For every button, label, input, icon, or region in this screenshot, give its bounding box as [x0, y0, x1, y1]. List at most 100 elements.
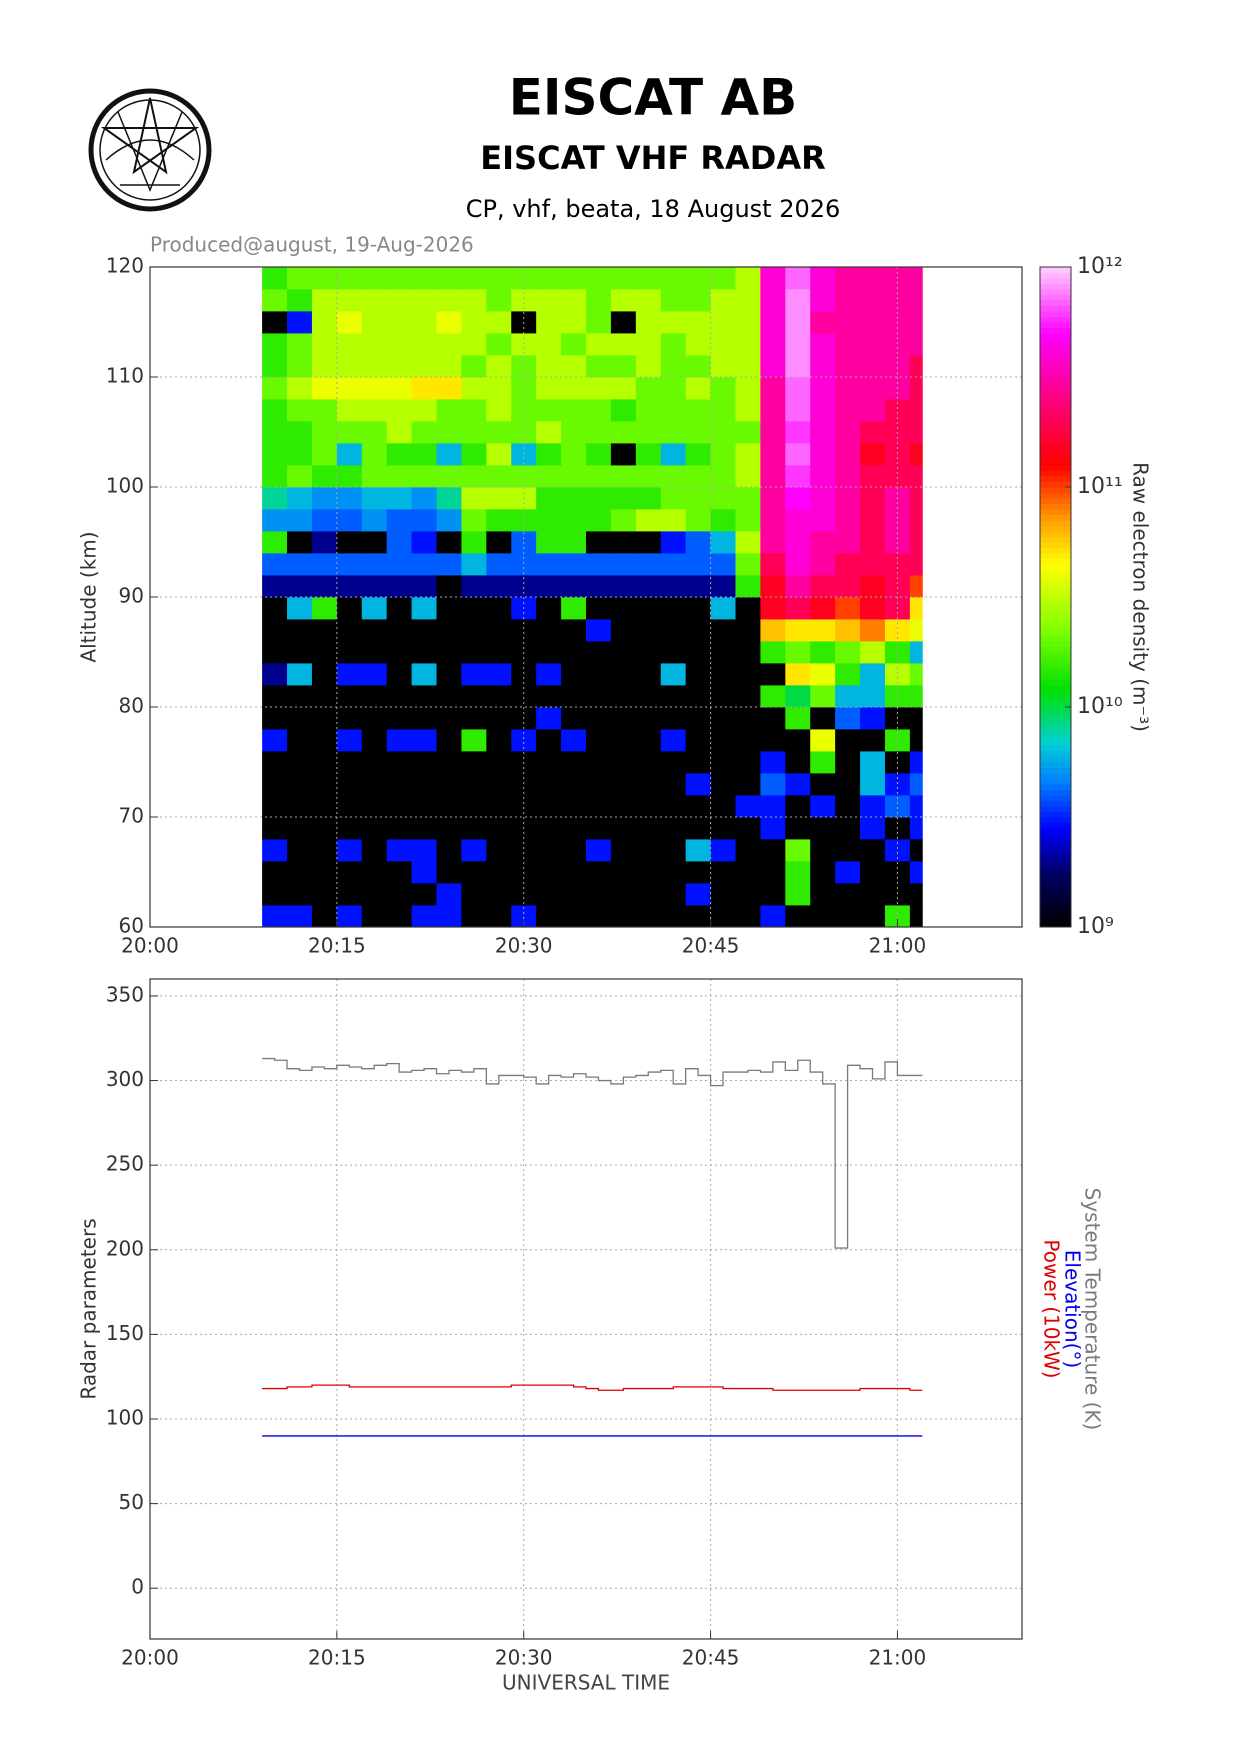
- heat-cell: [287, 421, 313, 444]
- heat-cell: [336, 553, 363, 576]
- heat-cell: [361, 597, 388, 620]
- plot-frame: [149, 266, 1023, 928]
- heat-cell: [660, 443, 687, 466]
- heat-cell: [685, 333, 711, 356]
- heat-cell: [785, 729, 811, 752]
- x-tick-label: 20:45: [682, 934, 740, 958]
- heat-cell: [810, 641, 836, 664]
- heat-cell: [760, 487, 786, 510]
- heat-cell: [610, 289, 637, 312]
- heat-cell: [760, 377, 786, 400]
- heat-cell: [287, 377, 313, 400]
- heat-cell: [735, 575, 761, 598]
- x-tick-label: 20:00: [121, 934, 179, 958]
- heat-cell: [262, 795, 288, 818]
- heat-cell: [311, 399, 338, 422]
- colorbar-step: [1040, 828, 1071, 834]
- colorbar-step: [1040, 432, 1071, 438]
- heat-cell: [336, 377, 363, 400]
- heat-cell: [685, 377, 711, 400]
- heat-cell: [909, 465, 923, 488]
- x-axis-label: UNIVERSAL TIME: [502, 1671, 670, 1695]
- heat-cell: [361, 311, 388, 334]
- heat-cell: [810, 355, 836, 378]
- heat-cell: [685, 575, 711, 598]
- heat-cell: [909, 421, 923, 444]
- heat-cell: [735, 861, 761, 884]
- heat-cell: [735, 905, 761, 928]
- heat-cell: [860, 377, 886, 400]
- heat-cell: [835, 267, 861, 290]
- heat-cell: [361, 355, 388, 378]
- heat-cell: [411, 531, 437, 554]
- heat-cell: [835, 531, 861, 554]
- heat-cell: [735, 795, 761, 818]
- heat-cell: [336, 707, 363, 730]
- colorbar-step: [1040, 399, 1071, 405]
- heat-cell: [909, 773, 923, 796]
- colorbar-tick-label: 10¹¹: [1077, 474, 1123, 499]
- heat-cell: [486, 311, 512, 334]
- heat-cell: [486, 509, 512, 532]
- heat-cell: [511, 619, 537, 642]
- heat-cell: [411, 553, 437, 576]
- heat-cell: [635, 509, 662, 532]
- heat-cell: [835, 333, 861, 356]
- heat-cell: [386, 509, 412, 532]
- colorbar-step: [1040, 751, 1071, 757]
- heat-cell: [735, 531, 761, 554]
- heat-cell: [586, 883, 612, 906]
- heat-cell: [635, 861, 662, 884]
- heat-cell: [635, 905, 662, 928]
- colorbar-step: [1040, 421, 1071, 427]
- heat-cell: [536, 663, 562, 686]
- colorbar-step: [1040, 657, 1071, 664]
- y-tick-label: 100: [106, 474, 144, 498]
- heat-cell: [561, 509, 587, 532]
- colorbar-step: [1040, 663, 1071, 669]
- heat-cell: [287, 707, 313, 730]
- heat-cell: [262, 619, 288, 642]
- heat-cell: [810, 729, 836, 752]
- heat-cell: [262, 421, 288, 444]
- heat-cell: [735, 773, 761, 796]
- heat-cell: [685, 839, 711, 862]
- heat-cell: [810, 773, 836, 796]
- heat-cell: [361, 773, 388, 796]
- heat-cell: [735, 333, 761, 356]
- heat-cell: [561, 377, 587, 400]
- heat-cell: [610, 751, 637, 774]
- y-tick-label: 150: [106, 1321, 144, 1345]
- heat-cell: [486, 905, 512, 928]
- heat-cell: [710, 817, 736, 840]
- y-axis-label: Radar parameters: [77, 1218, 101, 1399]
- y-tick-label: 300: [106, 1067, 144, 1091]
- heat-cell: [909, 707, 923, 730]
- heat-cell: [436, 597, 462, 620]
- heat-cell: [386, 685, 412, 708]
- heat-cell: [685, 641, 711, 664]
- heat-cell: [461, 641, 487, 664]
- heat-cell: [660, 685, 687, 708]
- colorbar-step: [1040, 800, 1071, 807]
- heat-cell: [735, 267, 761, 290]
- colorbar-step: [1040, 377, 1071, 383]
- heat-cell: [486, 333, 512, 356]
- heat-cell: [561, 531, 587, 554]
- heat-cell: [710, 751, 736, 774]
- colorbar-step: [1040, 437, 1071, 444]
- colorbar-step: [1040, 525, 1071, 532]
- heat-cell: [835, 355, 861, 378]
- heat-cell: [511, 773, 537, 796]
- heat-cell: [860, 751, 886, 774]
- heat-cell: [635, 531, 662, 554]
- heat-cell: [835, 597, 861, 620]
- heat-cell: [884, 729, 911, 752]
- heat-cell: [386, 663, 412, 686]
- colorbar-step: [1040, 905, 1071, 911]
- heat-cell: [835, 883, 861, 906]
- heat-cell: [586, 465, 612, 488]
- heat-cell: [311, 817, 338, 840]
- heat-cell: [536, 729, 562, 752]
- heat-cell: [860, 311, 886, 334]
